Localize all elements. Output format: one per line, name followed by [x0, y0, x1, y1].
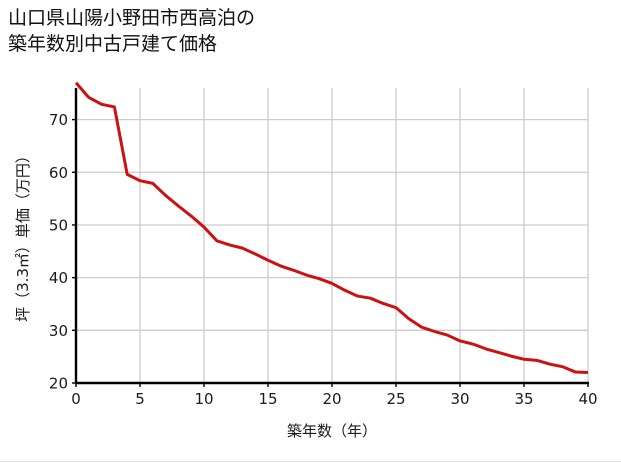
- price-trend-line: [74, 81, 589, 374]
- figure-bottom-divider: [0, 461, 621, 462]
- x-tick-label-5: 5: [135, 390, 145, 408]
- x-tick-label-25: 25: [386, 390, 405, 408]
- x-tick-label-0: 0: [71, 390, 81, 408]
- x-tick-label-35: 35: [514, 390, 533, 408]
- x-tick-label-10: 10: [194, 390, 213, 408]
- y-axis-title: 坪（3.3㎡）単価（万円）: [14, 148, 32, 322]
- x-axis-title: 築年数（年）: [287, 422, 377, 440]
- x-axis-tick-labels: 0 5 10 15 20 25 30 35 40: [71, 390, 597, 408]
- y-tick-label-70: 70: [49, 111, 68, 129]
- y-tick-label-20: 20: [49, 375, 68, 393]
- y-tick-label-50: 50: [49, 216, 68, 234]
- y-axis-tick-labels: 20 30 40 50 60 70: [49, 111, 68, 392]
- y-axis-tick-marks: [72, 118, 76, 384]
- y-tick-label-30: 30: [49, 322, 68, 340]
- x-tick-label-20: 20: [322, 390, 341, 408]
- y-tick-label-60: 60: [49, 164, 68, 182]
- page-title: 山口県山陽小野田市西高泊の 築年数別中古戸建て価格: [8, 7, 256, 55]
- x-tick-label-30: 30: [450, 390, 469, 408]
- x-tick-label-15: 15: [258, 390, 277, 408]
- y-tick-label-40: 40: [49, 269, 68, 287]
- x-tick-label-40: 40: [578, 390, 597, 408]
